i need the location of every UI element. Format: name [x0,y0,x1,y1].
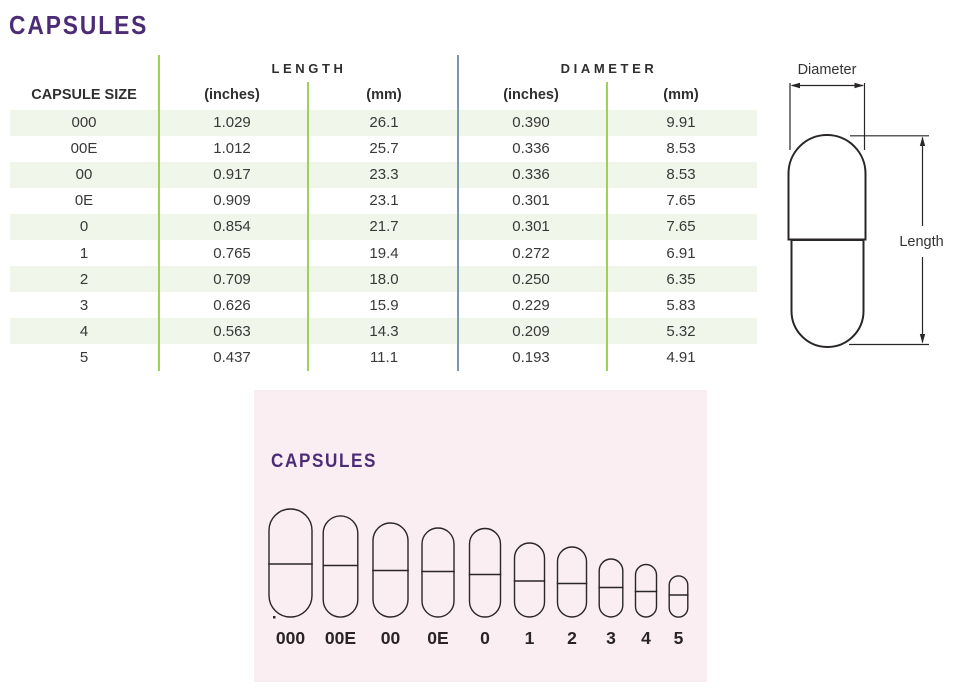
svg-text:Length: Length [899,234,943,250]
svg-text:Diameter: Diameter [798,62,857,78]
